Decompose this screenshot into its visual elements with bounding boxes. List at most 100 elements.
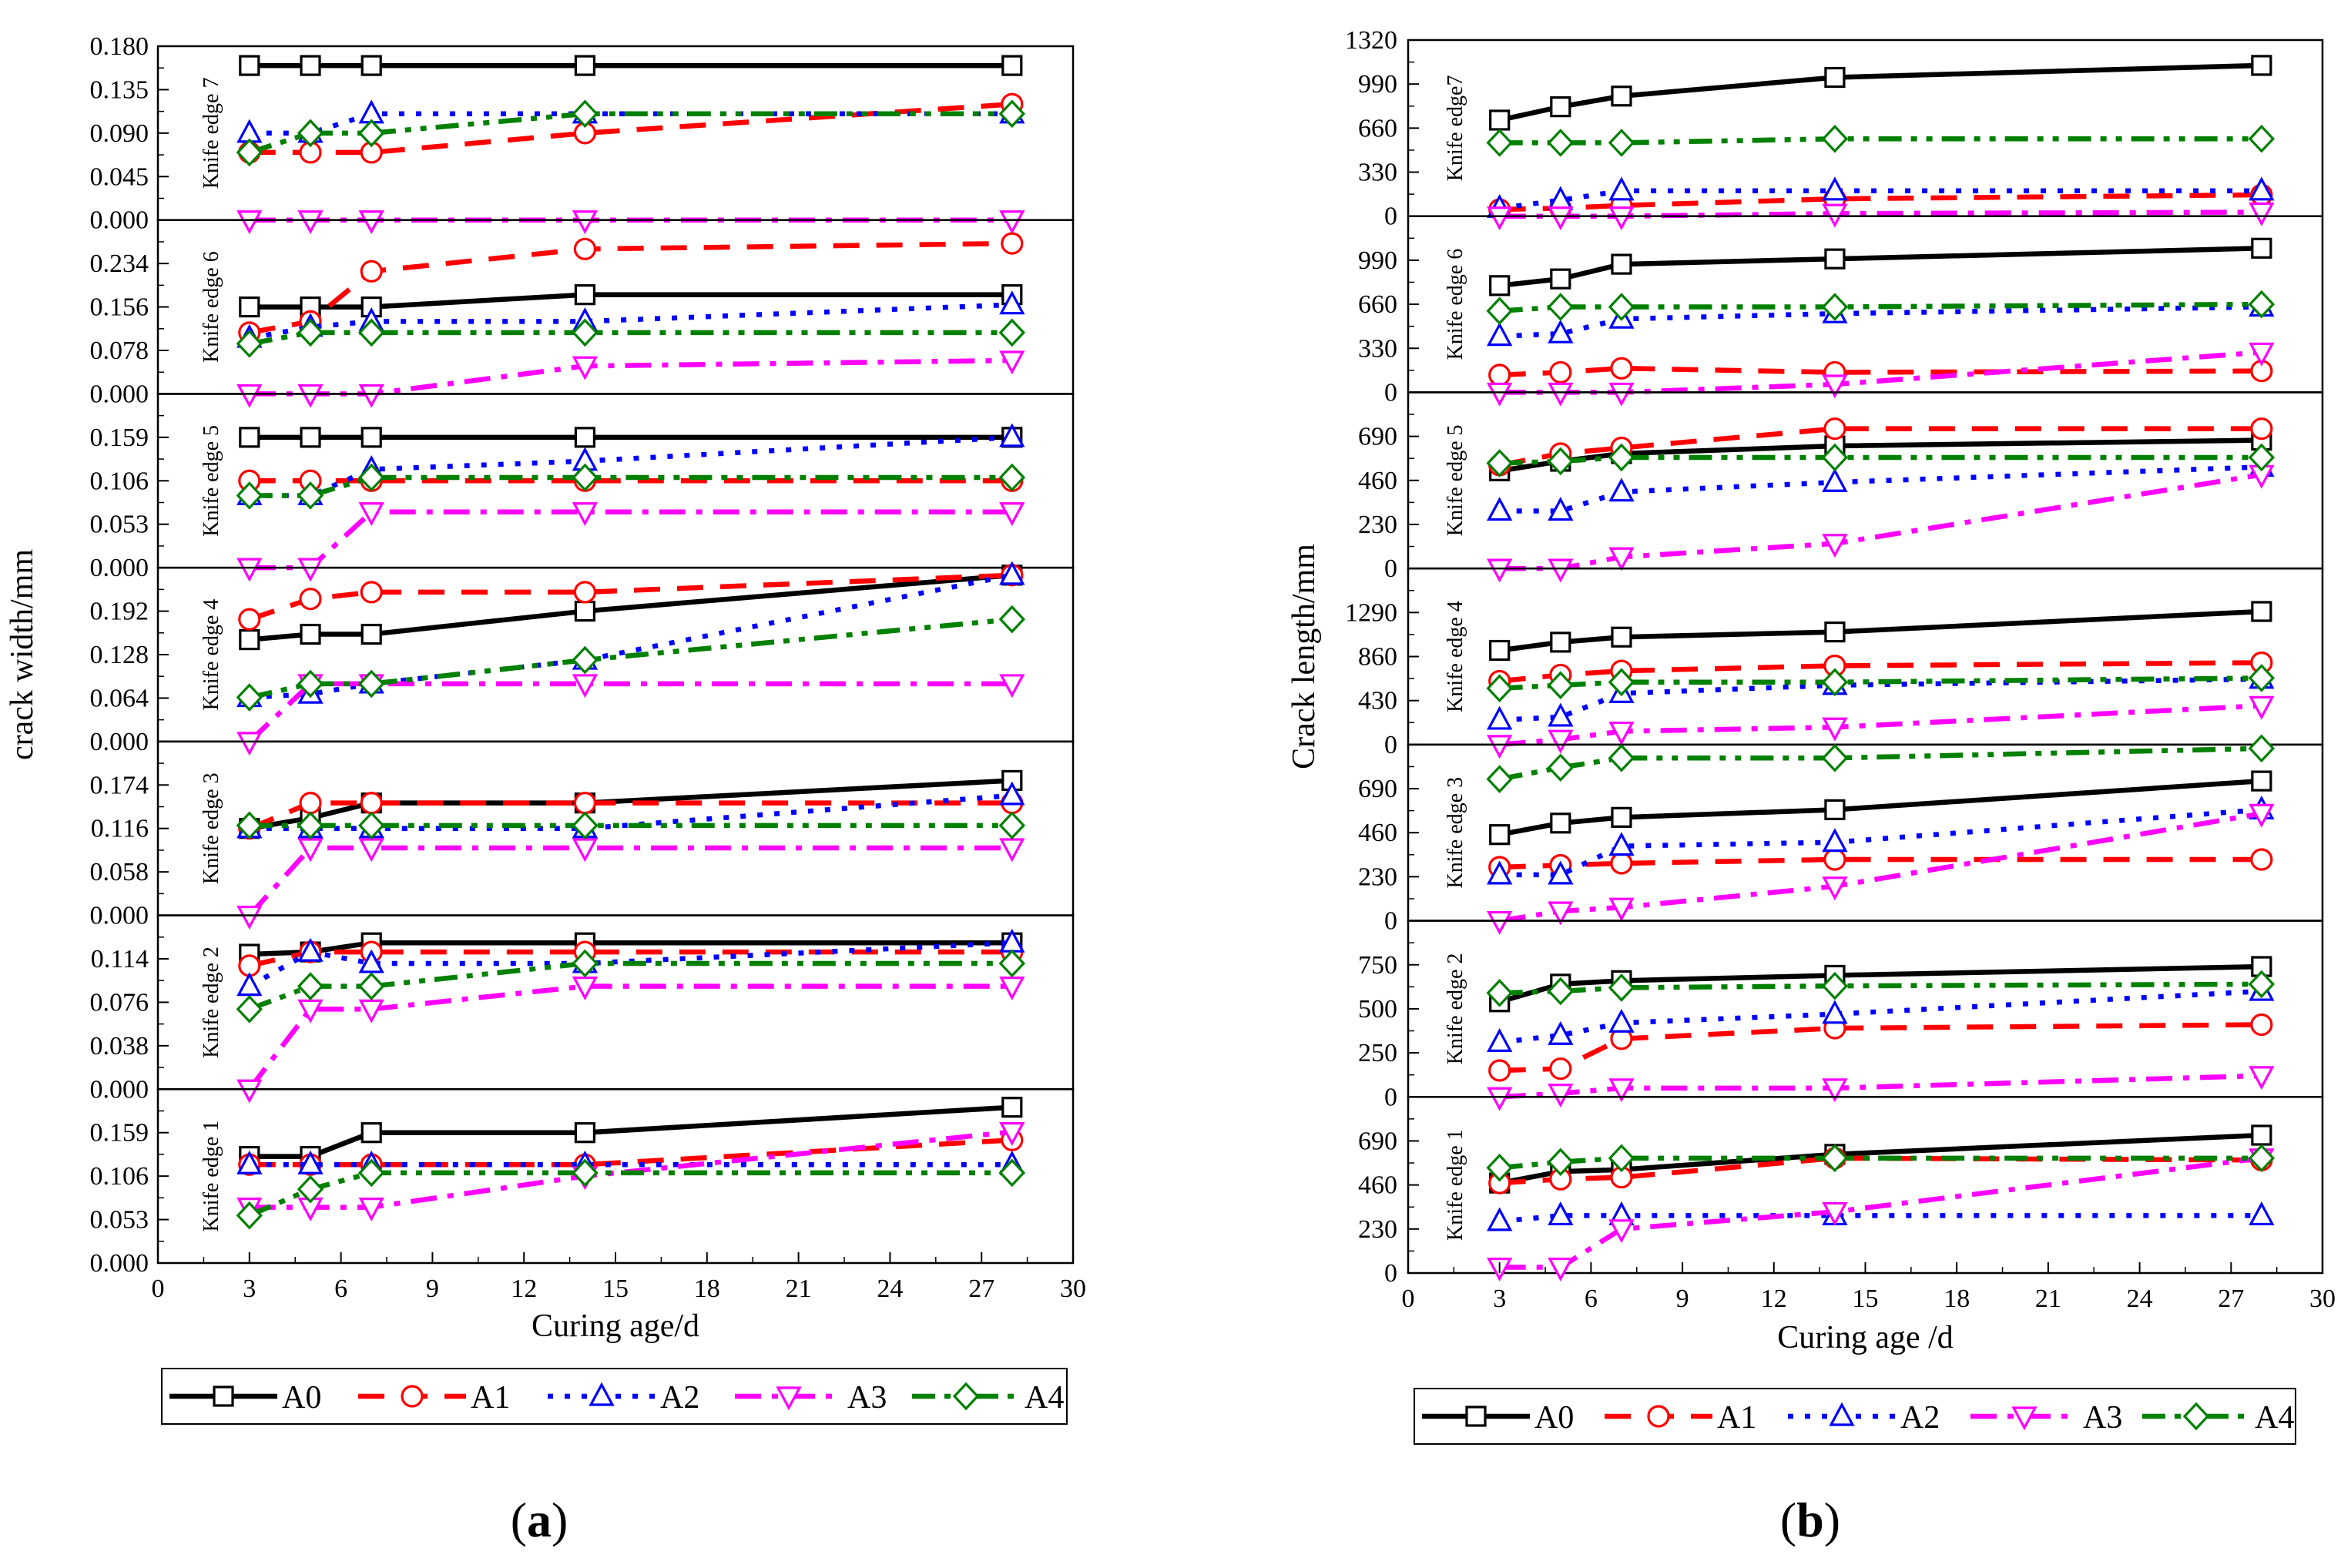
data-point-a3 [1487,910,1513,935]
data-point-a2 [1548,319,1574,343]
data-point-a3 [297,384,324,408]
data-point-a3 [1487,558,1513,583]
series-line-a4 [1499,136,2262,146]
data-point-a3 [1548,729,1574,754]
panel-frame [156,1088,1075,1265]
data-point-a3 [572,838,599,863]
data-point-a0 [1824,799,1846,820]
data-point-a2 [1608,1008,1635,1033]
data-point-a2 [1487,497,1513,521]
y-tick-label: 0.180 [90,32,149,61]
data-point-a2 [1608,477,1635,502]
data-point-a4 [2248,734,2276,763]
data-point-a2 [999,290,1025,315]
series-line-a1 [1499,1022,2262,1074]
data-point-a4 [236,1201,263,1230]
y-tick-label: 0.234 [90,250,149,278]
data-point-a1 [238,608,261,631]
data-point-a4 [1821,743,1849,772]
series-line-a2 [1499,464,2262,514]
data-point-a3 [1608,206,1635,231]
series-line-a1 [248,800,1012,831]
data-point-a4 [1486,765,1513,793]
data-point-a4 [572,811,599,840]
data-point-a4 [1547,293,1575,321]
data-point-a4 [358,1158,385,1188]
panel-knife-edge-1: 0.000 0.053 0.106 0.159 Knife edge 1 [90,1088,1075,1278]
data-point-a0 [361,427,382,448]
data-point-a3 [2249,202,2275,226]
data-point-a3 [358,838,384,863]
panel-knife-edge-4: 0 430 860 1290 Knife edge 4 [1345,567,2324,759]
panel-label: Knife edge 4 [200,599,223,711]
x-tick-label: 30 [2309,1285,2336,1313]
data-point-a3 [358,1198,384,1221]
data-point-a2 [297,1150,324,1174]
y-tick-label: 0.053 [90,511,149,539]
panel-label: Knife edge 1 [1444,1129,1467,1241]
y-tick-label: 460 [1358,467,1397,495]
data-point-a4 [1608,973,1635,1002]
y-tick-label: 0.090 [90,119,149,148]
y-tick-label: 250 [1358,1039,1397,1067]
x-tick-label: 18 [1944,1285,1970,1313]
panel-knife-edge-6: 0 330 660 990 Knife edge 6 [1358,215,2324,407]
data-point-a3 [999,502,1025,527]
data-point-a4 [1608,293,1635,321]
series-line-a1 [1499,365,2262,378]
legend-label-a0: A0 [1534,1400,1574,1436]
data-point-a3 [1608,897,1635,922]
data-point-a4 [1547,977,1575,1006]
x-tick-label: 12 [511,1275,537,1303]
x-tick-label: 27 [2218,1285,2244,1313]
data-point-a1 [360,581,383,604]
caption: (a) [511,1493,568,1547]
x-tick-label: 24 [877,1275,903,1303]
data-point-a4 [998,99,1025,129]
data-point-a4 [998,949,1025,978]
y-tick-label: 0.135 [90,75,149,104]
data-point-a3 [2249,803,2275,828]
panel-knife-edge-4: 0.000 0.064 0.128 0.192 Knife edge 4 [90,561,1075,756]
y-tick-label: 660 [1358,114,1397,142]
y-tick-label: 0.000 [90,902,149,930]
data-point-a4 [358,972,385,1000]
data-point-a4 [297,972,324,1000]
data-point-a4 [358,669,385,699]
data-point-a3 [1548,558,1574,583]
panel-knife-edge-1: 0 230 460 690 Knife edge 1 [1358,1096,2324,1288]
data-point-a2 [999,423,1025,447]
data-point-a2 [999,781,1025,806]
data-point-a3 [999,350,1025,375]
series-line-a4 [1499,981,2262,996]
panel-knife-edge-5: 0.000 0.053 0.106 0.159 Knife edge 5 [90,393,1075,582]
y-tick-label: 0.114 [91,945,149,973]
x-tick-label: 15 [1853,1285,1879,1313]
panel-label: Knife edge7 [1444,75,1467,182]
y-tick-label: 0 [1384,907,1397,936]
panel-frame [156,566,1075,743]
x-tick-label: 0 [1402,1285,1415,1313]
data-point-a4 [1821,668,1849,697]
y-tick-label: 0.000 [90,554,149,582]
y-tick-label: 0 [1384,378,1397,407]
data-point-a3 [236,1079,263,1104]
data-point-a3 [1548,1257,1574,1282]
data-point-a2 [358,949,384,973]
data-point-a4 [297,811,324,840]
data-point-a2 [2249,176,2275,201]
data-point-a3 [2249,695,2275,720]
y-tick-label: 0.106 [90,467,149,495]
series-line-a4 [1499,1155,2262,1171]
panel-label: Knife edge 6 [200,251,223,363]
data-point-a0 [300,55,321,76]
series-line-a1 [249,949,1012,969]
series-line-a4 [1499,745,2262,782]
data-point-a3 [572,977,599,1001]
data-point-a3 [236,732,263,756]
data-point-a4 [297,481,324,510]
x-tick-label: 9 [1676,1285,1689,1313]
panel-knife-edge-2: 0 250 500 750 Knife edge 2 [1358,920,2324,1111]
data-point-a0 [1611,626,1632,648]
